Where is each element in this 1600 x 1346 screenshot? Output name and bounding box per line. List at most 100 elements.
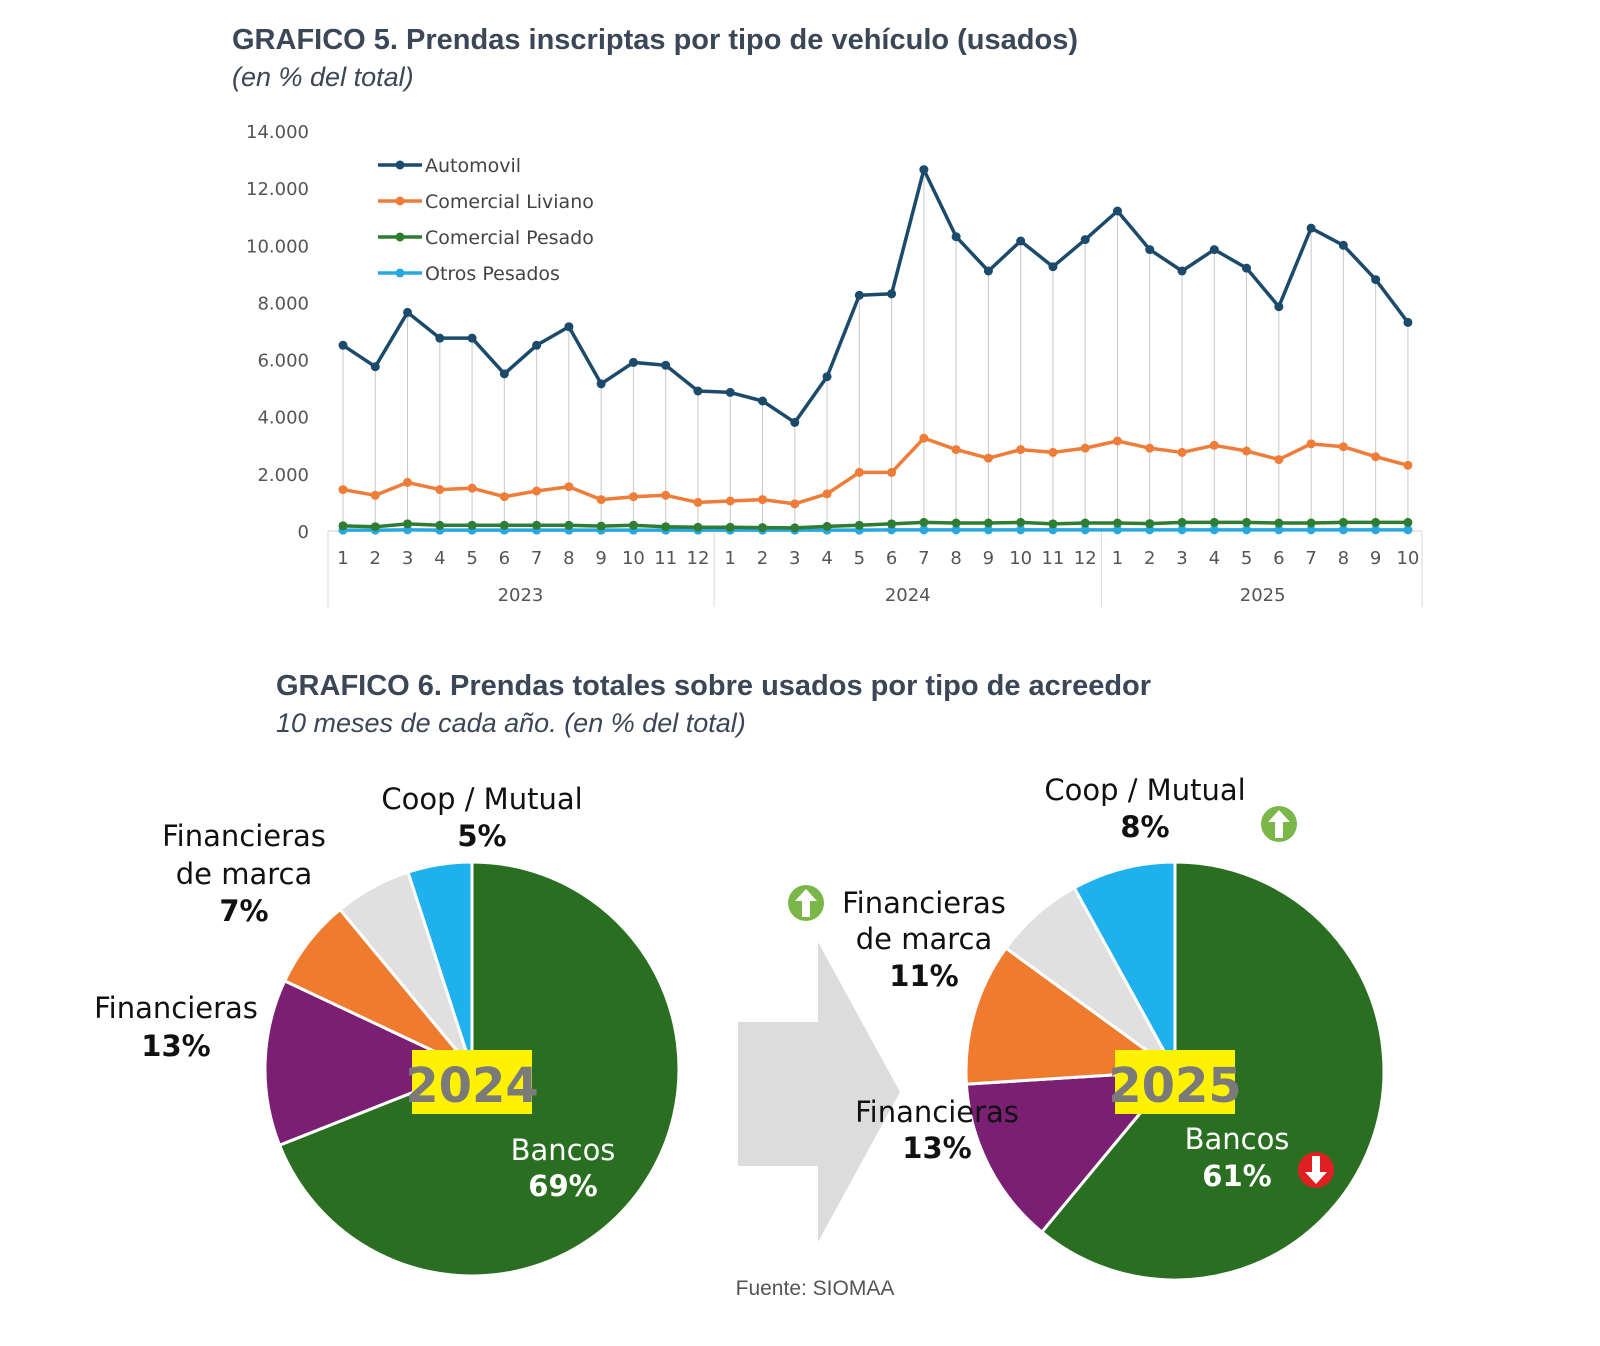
data-point: [1209, 517, 1219, 527]
x-tick-label: 8: [563, 548, 574, 569]
data-point: [370, 362, 380, 372]
year-label: 2024: [885, 585, 931, 606]
data-point: [1209, 245, 1219, 255]
legend-marker: [395, 160, 405, 170]
data-point: [1274, 455, 1284, 465]
x-tick-label: 10: [1009, 548, 1032, 569]
data-point: [1403, 525, 1413, 535]
x-tick-label: 6: [499, 548, 510, 569]
data-point: [919, 517, 929, 527]
y-tick-label: 2.000: [257, 465, 309, 486]
data-point: [1177, 266, 1187, 276]
chart5-title: GRAFICO 5. Prendas inscriptas por tipo d…: [232, 24, 1078, 56]
x-tick-label: 8: [950, 548, 961, 569]
data-point: [1338, 525, 1348, 535]
pie2024-finmarca-label2: de marca: [176, 857, 313, 891]
data-point: [1112, 525, 1122, 535]
x-tick-label: 1: [725, 548, 736, 569]
data-point: [1209, 440, 1219, 450]
x-tick-label: 10: [1396, 548, 1419, 569]
data-point: [435, 520, 445, 530]
data-point: [596, 495, 606, 505]
data-point: [983, 266, 993, 276]
pie2024-fin-value: 13%: [141, 1029, 210, 1063]
data-point: [1306, 223, 1316, 233]
data-point: [499, 520, 509, 530]
data-point: [1371, 452, 1381, 462]
data-point: [887, 519, 897, 529]
chart6-subtitle: 10 meses de cada año. (en % del total): [276, 708, 746, 738]
data-point: [1177, 447, 1187, 457]
x-tick-label: 7: [531, 548, 542, 569]
x-tick-label: 2: [1144, 548, 1155, 569]
y-tick-label: 4.000: [257, 408, 309, 429]
source-note: Fuente: SIOMAA: [735, 1277, 895, 1300]
data-point: [1080, 443, 1090, 453]
data-point: [403, 307, 413, 317]
data-point: [1016, 236, 1026, 246]
x-tick-label: 9: [1370, 548, 1381, 569]
data-point: [951, 445, 961, 455]
pie2024-finmarca-value: 7%: [219, 894, 268, 928]
x-tick-label: 7: [918, 548, 929, 569]
data-point: [1242, 263, 1252, 273]
x-tick-label: 7: [1305, 548, 1316, 569]
data-point: [499, 492, 509, 502]
data-point: [1080, 518, 1090, 528]
x-tick-label: 12: [687, 548, 710, 569]
y-tick-label: 8.000: [257, 293, 309, 314]
data-point: [983, 518, 993, 528]
data-point: [1242, 517, 1252, 527]
series-line-automovil: [342, 167, 1410, 425]
x-tick-label: 11: [654, 548, 677, 569]
data-point: [725, 522, 735, 532]
data-point: [790, 417, 800, 427]
x-tick-label: 6: [886, 548, 897, 569]
year-box-2025: [1115, 1050, 1235, 1114]
data-point: [661, 522, 671, 532]
x-tick-label: 8: [1338, 548, 1349, 569]
data-point: [1112, 436, 1122, 446]
data-point: [1371, 275, 1381, 285]
x-tick-label: 9: [595, 548, 606, 569]
pie-slice-coop-mutual: [406, 860, 474, 1070]
x-tick-label: 3: [789, 548, 800, 569]
data-point: [1112, 518, 1122, 528]
pie2025-fin-value: 13%: [902, 1131, 971, 1165]
data-point: [435, 333, 445, 343]
data-point: [628, 357, 638, 367]
data-point: [693, 497, 703, 507]
data-point: [1145, 525, 1155, 535]
data-point: [338, 340, 348, 350]
data-point: [1242, 525, 1252, 535]
data-point: [951, 525, 961, 535]
x-tick-label: 9: [983, 548, 994, 569]
data-point: [1080, 235, 1090, 245]
data-point: [1209, 525, 1219, 535]
x-tick-label: 5: [1241, 548, 1252, 569]
data-point: [1338, 442, 1348, 452]
data-point: [338, 485, 348, 495]
y-tick-label: 14.000: [246, 122, 309, 143]
data-point: [467, 520, 477, 530]
data-point: [854, 520, 864, 530]
data-point: [628, 492, 638, 502]
y-tick-label: 10.000: [246, 236, 309, 257]
x-tick-label: 3: [1176, 548, 1187, 569]
x-tick-label: 11: [1041, 548, 1064, 569]
pie2024-coop-label: Coop / Mutual: [381, 782, 582, 816]
data-point: [822, 372, 832, 382]
series-line-comercial-pesado: [342, 520, 1408, 530]
data-point: [661, 360, 671, 370]
up-arrow-icon: [788, 885, 824, 921]
data-point: [1274, 302, 1284, 312]
data-point: [822, 489, 832, 499]
year-label-2025: 2025: [1108, 1058, 1242, 1114]
data-point: [499, 369, 509, 379]
data-point: [1306, 525, 1316, 535]
pie2025-coop-label: Coop / Mutual: [1044, 773, 1245, 807]
data-point: [1048, 447, 1058, 457]
legend-label: Comercial Liviano: [425, 191, 594, 213]
data-point: [1048, 519, 1058, 529]
data-point: [1338, 517, 1348, 527]
